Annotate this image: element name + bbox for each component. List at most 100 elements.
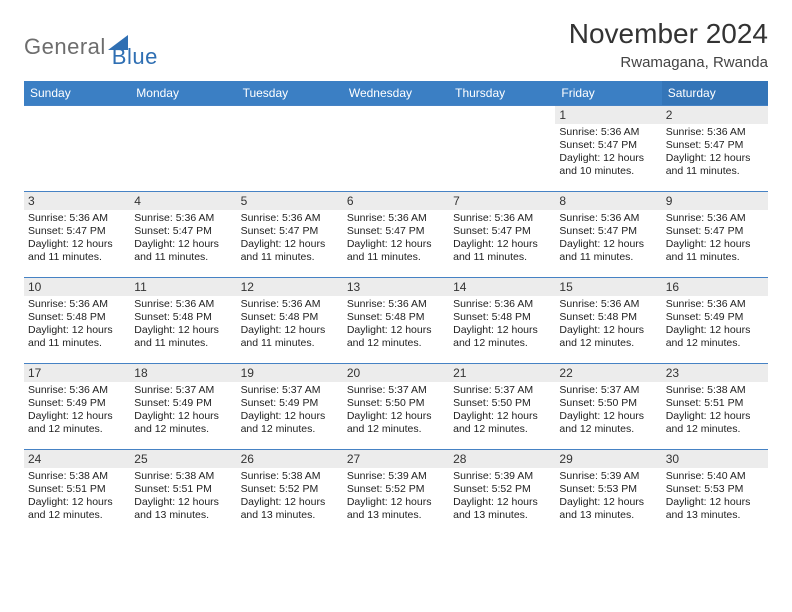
day-info: Sunrise: 5:38 AMSunset: 5:52 PMDaylight:… [241, 470, 339, 523]
logo-word-1: General [24, 34, 106, 60]
day-info: Sunrise: 5:36 AMSunset: 5:48 PMDaylight:… [347, 298, 445, 351]
day-number [237, 106, 343, 124]
day-cell: 15 Sunrise: 5:36 AMSunset: 5:48 PMDayligh… [555, 278, 661, 364]
calendar-week: 1 Sunrise: 5:36 AMSunset: 5:47 PMDaylight… [24, 106, 768, 192]
day-cell: 13Sunrise: 5:36 AMSunset: 5:48 PMDayligh… [343, 278, 449, 364]
day-number: 16 [662, 278, 768, 296]
day-number: 22 [555, 364, 661, 382]
day-cell: 22Sunrise: 5:37 AMSunset: 5:50 PMDayligh… [555, 364, 661, 450]
day-info: Sunrise: 5:37 AMSunset: 5:49 PMDaylight:… [241, 384, 339, 437]
logo-word-2: Blue [112, 44, 158, 70]
day-info: Sunrise: 5:38 AMSunset: 5:51 PMDaylight:… [28, 470, 126, 523]
calendar-week: 24Sunrise: 5:38 AMSunset: 5:51 PMDayligh… [24, 450, 768, 536]
day-info: Sunrise: 5:36 AMSunset: 5:47 PMDaylight:… [241, 212, 339, 265]
day-number [24, 106, 130, 124]
empty-cell [130, 106, 236, 192]
day-number: 29 [555, 450, 661, 468]
day-info: Sunrise: 5:36 AMSunset: 5:47 PMDaylight:… [347, 212, 445, 265]
day-cell: 14Sunrise: 5:36 AMSunset: 5:48 PMDayligh… [449, 278, 555, 364]
day-info: Sunrise: 5:36 AMSunset: 5:47 PMDaylight:… [666, 126, 764, 179]
day-info: Sunrise: 5:36 AMSunset: 5:48 PMDaylight:… [559, 298, 657, 351]
day-cell: 20 Sunrise: 5:37 AMSunset: 5:50 PMDayligh… [343, 364, 449, 450]
day-info: Sunrise: 5:38 AMSunset: 5:51 PMDaylight:… [134, 470, 232, 523]
day-cell: 2 Sunrise: 5:36 AMSunset: 5:47 PMDaylight… [662, 106, 768, 192]
day-cell: 11 Sunrise: 5:36 AMSunset: 5:48 PMDayligh… [130, 278, 236, 364]
day-info: Sunrise: 5:39 AMSunset: 5:52 PMDaylight:… [453, 470, 551, 523]
day-cell: 26 Sunrise: 5:38 AMSunset: 5:52 PMDayligh… [237, 450, 343, 536]
day-cell: 7 Sunrise: 5:36 AMSunset: 5:47 PMDaylight… [449, 192, 555, 278]
day-info: Sunrise: 5:36 AMSunset: 5:48 PMDaylight:… [453, 298, 551, 351]
dow-thursday: Thursday [449, 81, 555, 105]
empty-cell [237, 106, 343, 192]
day-number [449, 106, 555, 124]
title-block: November 2024 Rwamagana, Rwanda [569, 18, 768, 71]
day-info: Sunrise: 5:36 AMSunset: 5:48 PMDaylight:… [28, 298, 126, 351]
day-info: Sunrise: 5:38 AMSunset: 5:51 PMDaylight:… [666, 384, 764, 437]
day-number: 6 [343, 192, 449, 210]
day-cell: 4 Sunrise: 5:36 AMSunset: 5:47 PMDaylight… [130, 192, 236, 278]
day-cell: 27Sunrise: 5:39 AMSunset: 5:52 PMDayligh… [343, 450, 449, 536]
day-number: 15 [555, 278, 661, 296]
day-number: 1 [555, 106, 661, 124]
day-info: Sunrise: 5:36 AMSunset: 5:47 PMDaylight:… [666, 212, 764, 265]
day-number: 4 [130, 192, 236, 210]
day-cell: 25 Sunrise: 5:38 AMSunset: 5:51 PMDayligh… [130, 450, 236, 536]
day-cell: 30 Sunrise: 5:40 AMSunset: 5:53 PMDayligh… [662, 450, 768, 536]
day-number: 8 [555, 192, 661, 210]
calendar-week: 10Sunrise: 5:36 AMSunset: 5:48 PMDayligh… [24, 278, 768, 364]
day-number: 11 [130, 278, 236, 296]
day-cell: 19 Sunrise: 5:37 AMSunset: 5:49 PMDayligh… [237, 364, 343, 450]
day-number: 24 [24, 450, 130, 468]
day-number: 2 [662, 106, 768, 124]
header-row: General Blue November 2024 Rwamagana, Rw… [24, 18, 768, 71]
day-number: 26 [237, 450, 343, 468]
day-info: Sunrise: 5:36 AMSunset: 5:48 PMDaylight:… [241, 298, 339, 351]
day-number: 10 [24, 278, 130, 296]
day-info: Sunrise: 5:36 AMSunset: 5:47 PMDaylight:… [453, 212, 551, 265]
day-number: 30 [662, 450, 768, 468]
day-number: 28 [449, 450, 555, 468]
day-number [130, 106, 236, 124]
day-info: Sunrise: 5:37 AMSunset: 5:50 PMDaylight:… [347, 384, 445, 437]
day-cell: 21Sunrise: 5:37 AMSunset: 5:50 PMDayligh… [449, 364, 555, 450]
logo: General Blue [24, 24, 158, 70]
day-number: 25 [130, 450, 236, 468]
calendar-week: 17Sunrise: 5:36 AMSunset: 5:49 PMDayligh… [24, 364, 768, 450]
month-title: November 2024 [569, 18, 768, 50]
day-number: 18 [130, 364, 236, 382]
dow-wednesday: Wednesday [343, 81, 449, 105]
day-info: Sunrise: 5:37 AMSunset: 5:49 PMDaylight:… [134, 384, 232, 437]
day-cell: 6 Sunrise: 5:36 AMSunset: 5:47 PMDaylight… [343, 192, 449, 278]
dow-friday: Friday [555, 81, 661, 105]
day-cell: 18 Sunrise: 5:37 AMSunset: 5:49 PMDayligh… [130, 364, 236, 450]
dow-monday: Monday [130, 81, 236, 105]
day-info: Sunrise: 5:36 AMSunset: 5:47 PMDaylight:… [559, 212, 657, 265]
day-number: 17 [24, 364, 130, 382]
day-number [343, 106, 449, 124]
day-info: Sunrise: 5:36 AMSunset: 5:47 PMDaylight:… [559, 126, 657, 179]
day-number: 23 [662, 364, 768, 382]
day-cell: 8 Sunrise: 5:36 AMSunset: 5:47 PMDaylight… [555, 192, 661, 278]
day-number: 7 [449, 192, 555, 210]
day-info: Sunrise: 5:36 AMSunset: 5:47 PMDaylight:… [134, 212, 232, 265]
day-info: Sunrise: 5:36 AMSunset: 5:48 PMDaylight:… [134, 298, 232, 351]
calendar-week: 3Sunrise: 5:36 AMSunset: 5:47 PMDaylight… [24, 192, 768, 278]
empty-cell [449, 106, 555, 192]
day-cell: 5 Sunrise: 5:36 AMSunset: 5:47 PMDaylight… [237, 192, 343, 278]
day-cell: 3Sunrise: 5:36 AMSunset: 5:47 PMDaylight… [24, 192, 130, 278]
calendar-page: General Blue November 2024 Rwamagana, Rw… [0, 0, 792, 546]
day-of-week-header: SundayMondayTuesdayWednesdayThursdayFrid… [24, 81, 768, 105]
day-cell: 24 Sunrise: 5:38 AMSunset: 5:51 PMDayligh… [24, 450, 130, 536]
day-info: Sunrise: 5:40 AMSunset: 5:53 PMDaylight:… [666, 470, 764, 523]
day-cell: 10 Sunrise: 5:36 AMSunset: 5:48 PMDayligh… [24, 278, 130, 364]
day-info: Sunrise: 5:36 AMSunset: 5:47 PMDaylight:… [28, 212, 126, 265]
day-number: 5 [237, 192, 343, 210]
day-number: 20 [343, 364, 449, 382]
day-number: 19 [237, 364, 343, 382]
location: Rwamagana, Rwanda [569, 54, 768, 71]
dow-saturday: Saturday [662, 81, 768, 105]
day-cell: 28 Sunrise: 5:39 AMSunset: 5:52 PMDayligh… [449, 450, 555, 536]
day-number: 21 [449, 364, 555, 382]
day-number: 27 [343, 450, 449, 468]
day-cell: 16Sunrise: 5:36 AMSunset: 5:49 PMDayligh… [662, 278, 768, 364]
